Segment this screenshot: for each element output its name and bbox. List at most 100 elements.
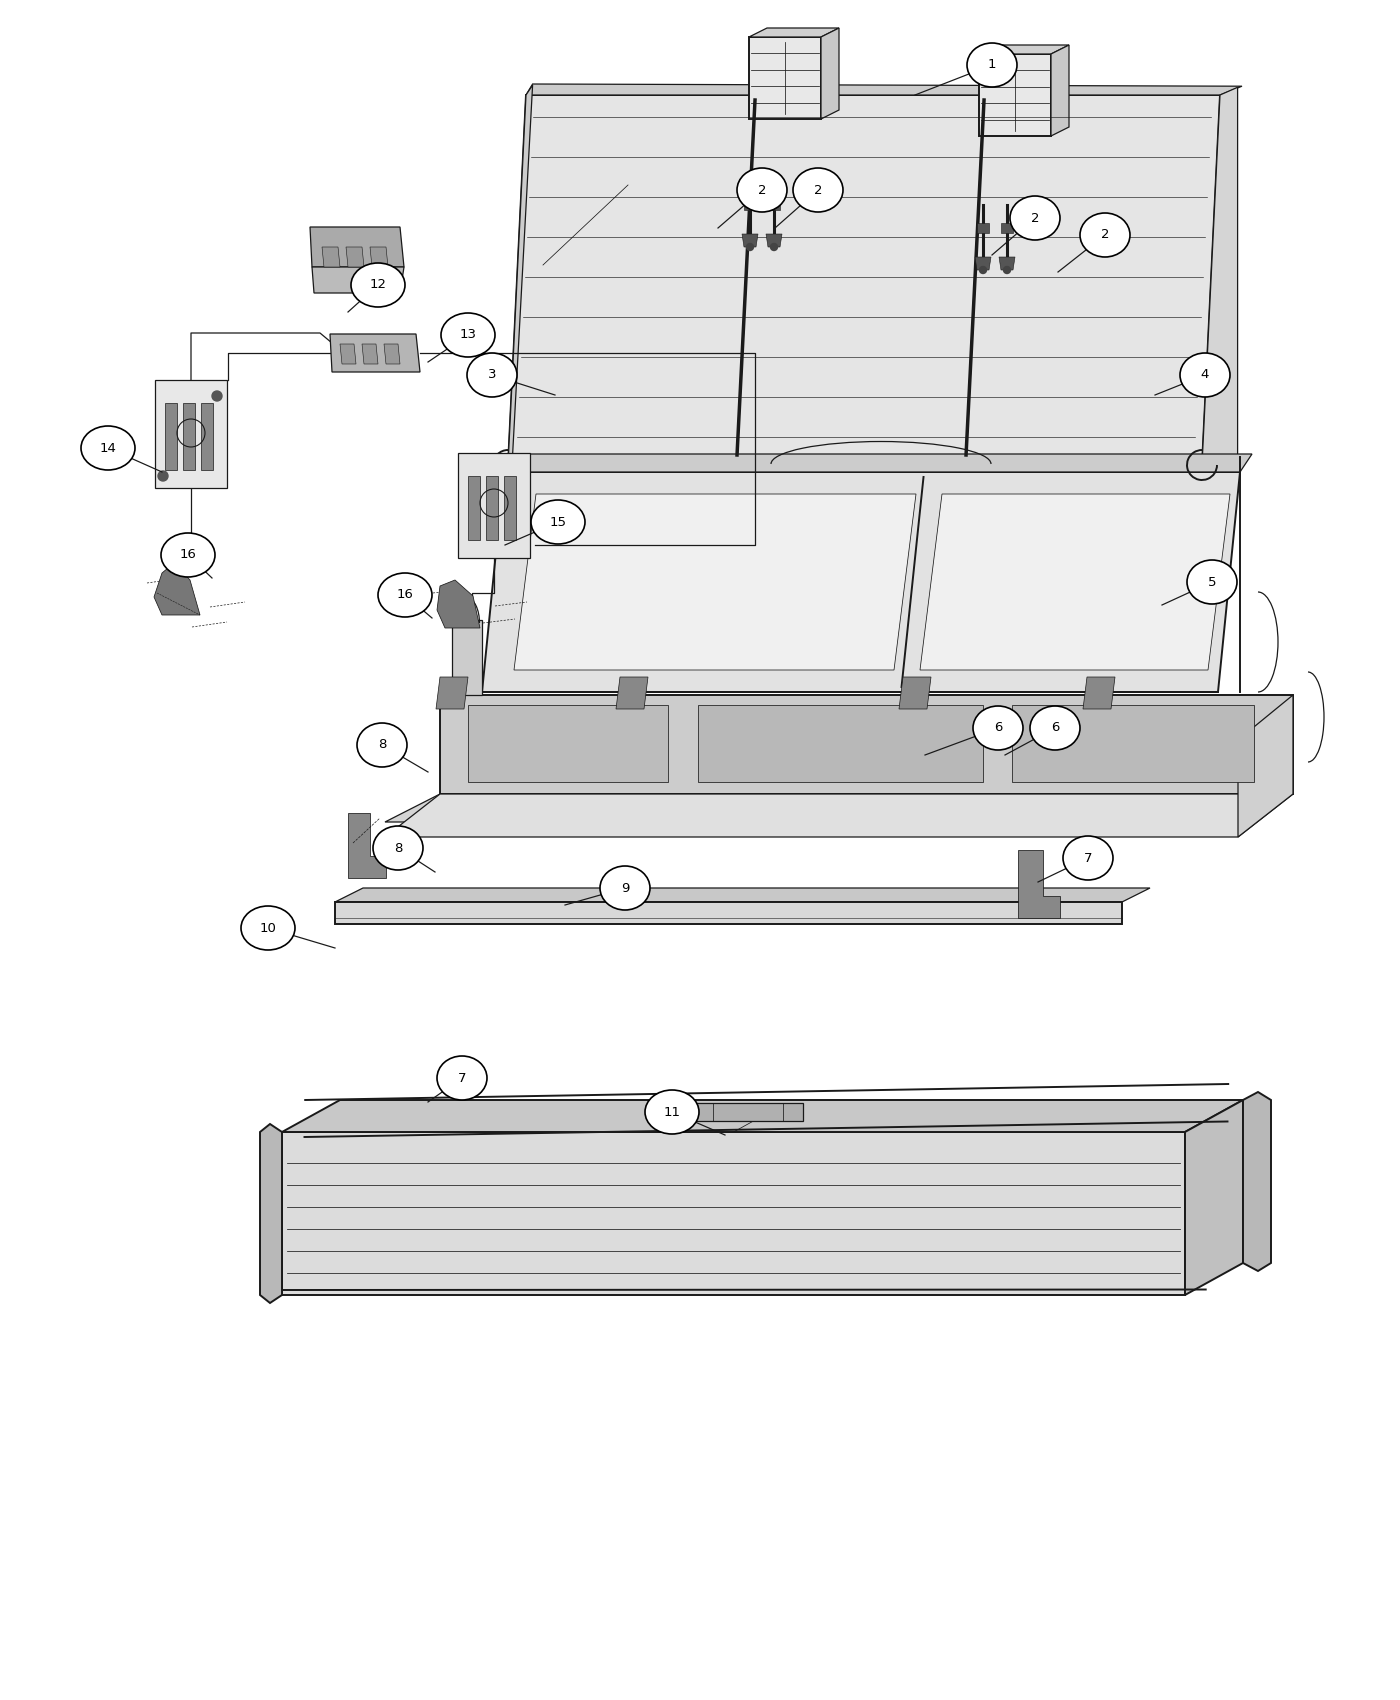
Text: 6: 6 <box>1051 721 1060 734</box>
Ellipse shape <box>441 313 496 357</box>
Ellipse shape <box>601 865 650 910</box>
Ellipse shape <box>736 168 787 212</box>
Polygon shape <box>384 343 400 364</box>
Ellipse shape <box>531 500 585 544</box>
Polygon shape <box>468 706 668 782</box>
Polygon shape <box>437 580 480 627</box>
Ellipse shape <box>378 573 433 617</box>
Text: 16: 16 <box>179 549 196 561</box>
Text: 7: 7 <box>458 1071 466 1085</box>
Text: 4: 4 <box>1201 369 1210 381</box>
Text: 7: 7 <box>1084 852 1092 865</box>
Polygon shape <box>1203 87 1238 466</box>
Polygon shape <box>616 677 648 709</box>
Text: 6: 6 <box>994 721 1002 734</box>
Text: 12: 12 <box>370 279 386 291</box>
Polygon shape <box>486 476 498 541</box>
Circle shape <box>211 391 223 401</box>
Text: 8: 8 <box>393 842 402 855</box>
Circle shape <box>746 243 753 250</box>
Polygon shape <box>1184 1100 1243 1295</box>
Polygon shape <box>440 695 1294 794</box>
Polygon shape <box>699 706 983 782</box>
Polygon shape <box>1000 257 1015 270</box>
Ellipse shape <box>372 826 423 870</box>
Ellipse shape <box>1009 196 1060 240</box>
Polygon shape <box>508 95 1219 466</box>
Polygon shape <box>458 452 531 558</box>
Polygon shape <box>977 223 988 233</box>
Ellipse shape <box>1030 706 1079 750</box>
Text: 2: 2 <box>1100 228 1109 241</box>
Polygon shape <box>1238 695 1294 836</box>
Text: 15: 15 <box>549 515 567 529</box>
Polygon shape <box>335 903 1121 925</box>
Ellipse shape <box>357 722 407 767</box>
Polygon shape <box>693 1103 804 1120</box>
Polygon shape <box>526 83 1242 95</box>
Ellipse shape <box>967 42 1016 87</box>
Polygon shape <box>742 235 757 246</box>
Polygon shape <box>1084 677 1114 709</box>
Polygon shape <box>452 620 482 695</box>
Polygon shape <box>974 257 991 270</box>
Circle shape <box>770 243 777 250</box>
Polygon shape <box>346 246 364 267</box>
Polygon shape <box>385 794 1294 836</box>
Text: 11: 11 <box>664 1105 680 1119</box>
Polygon shape <box>435 677 468 709</box>
Text: 2: 2 <box>757 184 766 197</box>
Polygon shape <box>920 495 1231 670</box>
Polygon shape <box>979 44 1070 54</box>
Polygon shape <box>349 813 386 877</box>
Text: 14: 14 <box>99 442 116 454</box>
Ellipse shape <box>241 906 295 950</box>
Ellipse shape <box>437 1056 487 1100</box>
Ellipse shape <box>1063 836 1113 881</box>
Polygon shape <box>749 37 820 119</box>
Polygon shape <box>1001 223 1014 233</box>
Polygon shape <box>202 403 213 469</box>
Polygon shape <box>154 563 200 615</box>
Polygon shape <box>769 201 780 211</box>
Polygon shape <box>183 403 195 469</box>
Polygon shape <box>979 54 1051 136</box>
Polygon shape <box>385 794 1294 823</box>
Text: 10: 10 <box>259 921 276 935</box>
Circle shape <box>1004 267 1011 274</box>
Polygon shape <box>165 403 176 469</box>
Text: 9: 9 <box>620 882 629 894</box>
Text: 16: 16 <box>396 588 413 602</box>
Polygon shape <box>508 85 532 466</box>
Polygon shape <box>504 476 517 541</box>
Polygon shape <box>340 343 356 364</box>
Polygon shape <box>312 267 405 292</box>
Polygon shape <box>330 333 420 372</box>
Polygon shape <box>766 235 783 246</box>
Polygon shape <box>749 27 839 37</box>
Ellipse shape <box>1180 354 1231 398</box>
Polygon shape <box>1018 850 1060 918</box>
Polygon shape <box>504 454 1252 473</box>
Text: 5: 5 <box>1208 576 1217 588</box>
Polygon shape <box>1012 706 1254 782</box>
Text: 1: 1 <box>988 58 997 71</box>
Polygon shape <box>155 381 227 488</box>
Ellipse shape <box>973 706 1023 750</box>
Polygon shape <box>309 228 405 267</box>
Text: 2: 2 <box>1030 211 1039 224</box>
Circle shape <box>980 267 987 274</box>
Ellipse shape <box>645 1090 699 1134</box>
Polygon shape <box>468 476 480 541</box>
Text: 2: 2 <box>813 184 822 197</box>
Polygon shape <box>899 677 931 709</box>
Circle shape <box>158 471 168 481</box>
Text: 3: 3 <box>487 369 496 381</box>
Polygon shape <box>1051 44 1070 136</box>
Ellipse shape <box>792 168 843 212</box>
Polygon shape <box>482 473 1240 692</box>
Polygon shape <box>281 1132 1184 1295</box>
Polygon shape <box>1243 1091 1271 1272</box>
Polygon shape <box>281 1100 1243 1132</box>
Ellipse shape <box>1187 559 1238 604</box>
